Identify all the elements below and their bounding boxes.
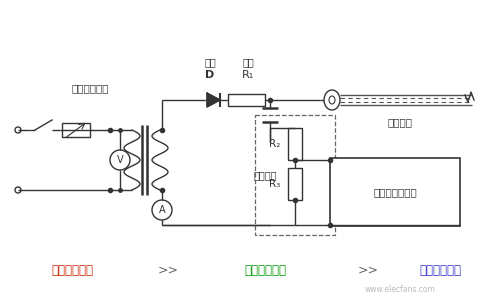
Circle shape	[15, 187, 21, 193]
Text: 直流发生单元: 直流发生单元	[51, 264, 93, 277]
Text: R₁: R₁	[242, 70, 254, 80]
Circle shape	[152, 200, 172, 220]
Circle shape	[110, 150, 130, 170]
Text: >>: >>	[358, 264, 378, 277]
Text: 电阴: 电阴	[242, 57, 254, 67]
Text: 硅堆: 硅堆	[204, 57, 216, 67]
Circle shape	[15, 127, 21, 133]
Bar	[228, 94, 265, 106]
Text: A: A	[159, 205, 166, 215]
Text: 电缆故障测试仪: 电缆故障测试仪	[373, 187, 417, 197]
Bar	[288, 168, 302, 200]
Text: www.elecfans.com: www.elecfans.com	[364, 285, 436, 295]
Text: R₂: R₂	[270, 139, 281, 149]
Text: 数据处理单元: 数据处理单元	[419, 264, 461, 277]
Ellipse shape	[324, 90, 340, 110]
Bar	[255, 115, 335, 235]
Text: 被测电缆: 被测电缆	[388, 117, 412, 127]
Bar	[330, 158, 460, 226]
Text: >>: >>	[157, 264, 179, 277]
Text: 采集单元: 采集单元	[253, 170, 277, 180]
Text: V: V	[117, 155, 123, 165]
Text: D: D	[205, 70, 214, 80]
Bar	[62, 123, 90, 137]
Text: 直流发生单元: 直流发生单元	[71, 83, 109, 93]
Text: 数据采集单元: 数据采集单元	[244, 264, 286, 277]
Text: R₃: R₃	[270, 179, 281, 189]
Bar	[288, 128, 302, 160]
Polygon shape	[207, 93, 220, 107]
Ellipse shape	[329, 96, 335, 104]
